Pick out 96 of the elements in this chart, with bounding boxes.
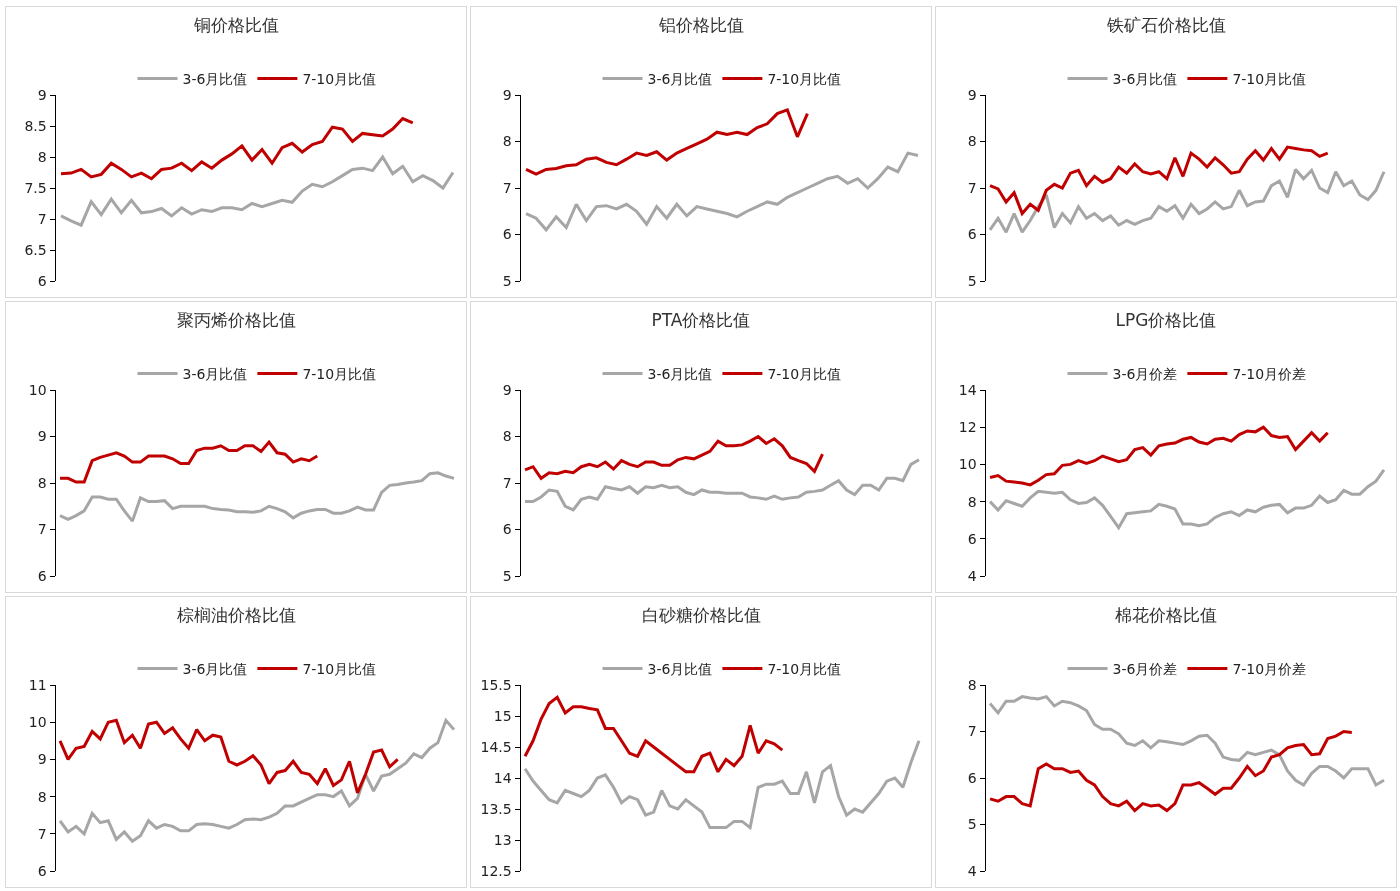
legend-label: 7-10月比值	[767, 71, 842, 88]
legend-label: 3-6月比值	[1112, 71, 1178, 88]
y-tick-label: 14.5	[480, 738, 512, 755]
y-tick-label: 13	[493, 831, 512, 848]
legend-label: 7-10月比值	[302, 661, 377, 678]
y-tick-label: 7	[37, 521, 47, 538]
legend-label: 7-10月价差	[1232, 661, 1307, 678]
y-tick-label: 10	[28, 381, 47, 398]
line-series	[523, 435, 824, 480]
y-tick-label: 5	[967, 816, 977, 833]
y-tick-label: 12.5	[480, 862, 512, 879]
y-tick-label: 5	[967, 272, 977, 289]
y-tick-label: 9	[502, 86, 512, 103]
y-tick-label: 9	[967, 86, 977, 103]
line-series	[988, 425, 1330, 487]
line-series	[523, 739, 921, 830]
y-tick-label: 6	[37, 272, 47, 289]
y-tick-label: 5	[502, 272, 512, 289]
line-series	[523, 695, 784, 774]
y-tick-label: 12	[958, 419, 977, 436]
line-series	[524, 108, 809, 176]
y-tick-label: 6	[502, 226, 512, 243]
chart-title: 白砂糖价格比值	[641, 604, 761, 625]
chart-title: LPG价格比值	[1115, 309, 1217, 330]
y-tick-label: 8	[967, 133, 977, 150]
line-series	[988, 145, 1330, 216]
legend-label: 7-10月比值	[767, 366, 842, 383]
y-tick-label: 6	[967, 530, 977, 547]
y-tick-label: 7	[37, 210, 47, 227]
legend-label: 7-10月价差	[1232, 366, 1307, 383]
y-tick-label: 13.5	[480, 800, 512, 817]
legend-label: 7-10月比值	[302, 71, 377, 88]
y-tick-label: 6	[502, 521, 512, 538]
legend-label: 3-6月比值	[647, 366, 713, 383]
y-tick-label: 4	[967, 862, 977, 879]
legend-label: 7-10月比值	[767, 661, 842, 678]
y-tick-label: 8	[37, 148, 47, 165]
legend-label: 3-6月比值	[182, 71, 248, 88]
y-tick-label: 8	[967, 493, 977, 510]
y-tick-label: 6	[967, 226, 977, 243]
line-series	[988, 167, 1386, 234]
line-series	[58, 440, 319, 484]
line-series	[988, 695, 1386, 787]
legend-label: 3-6月价差	[1112, 661, 1178, 678]
legend-label: 3-6月比值	[182, 366, 248, 383]
y-tick-label: 7	[967, 179, 977, 196]
y-tick-label: 7.5	[24, 179, 47, 196]
chart-title: 铜价格比值	[192, 14, 279, 35]
y-tick-label: 11	[28, 676, 47, 693]
legend-label: 3-6月比值	[647, 71, 713, 88]
y-tick-label: 15	[493, 707, 512, 724]
y-tick-label: 7	[502, 179, 512, 196]
line-series	[59, 117, 415, 181]
line-series	[58, 471, 456, 523]
line-series	[59, 155, 455, 227]
chart-title: 棕榈油价格比值	[176, 604, 296, 625]
y-tick-label: 14	[493, 769, 512, 786]
y-tick-label: 10	[28, 714, 47, 731]
legend-label: 7-10月比值	[1232, 71, 1307, 88]
y-tick-label: 8	[37, 788, 47, 805]
legend-label: 3-6月比值	[647, 661, 713, 678]
y-tick-label: 15.5	[480, 676, 512, 693]
y-tick-label: 9	[502, 381, 512, 398]
y-tick-label: 9	[37, 428, 47, 445]
y-tick-label: 4	[967, 567, 977, 584]
y-tick-label: 9	[37, 751, 47, 768]
y-tick-label: 6	[37, 862, 47, 879]
y-tick-label: 9	[37, 86, 47, 103]
legend-label: 3-6月价差	[1112, 366, 1178, 383]
y-tick-label: 7	[502, 474, 512, 491]
chart-title: 棉花价格比值	[1115, 604, 1217, 625]
line-series	[988, 468, 1386, 530]
y-tick-label: 8	[502, 428, 512, 445]
y-tick-label: 14	[958, 381, 977, 398]
y-tick-label: 8.5	[24, 117, 47, 134]
y-tick-label: 6	[37, 567, 47, 584]
y-tick-label: 8	[502, 133, 512, 150]
y-tick-label: 10	[958, 456, 977, 473]
y-tick-label: 7	[967, 723, 977, 740]
chart-title: 聚丙烯价格比值	[176, 309, 296, 330]
line-series	[988, 730, 1354, 813]
y-tick-label: 6.5	[24, 241, 47, 258]
y-tick-label: 6	[967, 769, 977, 786]
y-tick-label: 8	[37, 474, 47, 491]
line-series	[524, 151, 920, 232]
chart-title: 铝价格比值	[657, 14, 744, 35]
line-series	[58, 718, 456, 843]
line-series	[58, 718, 400, 795]
chart-title: 铁矿石价格比值	[1105, 14, 1226, 35]
line-series	[523, 458, 921, 512]
legend-label: 3-6月比值	[182, 661, 248, 678]
chart-title: PTA价格比值	[651, 309, 751, 330]
legend-label: 7-10月比值	[302, 366, 377, 383]
y-tick-label: 8	[967, 676, 977, 693]
y-tick-label: 7	[37, 825, 47, 842]
y-tick-label: 5	[502, 567, 512, 584]
